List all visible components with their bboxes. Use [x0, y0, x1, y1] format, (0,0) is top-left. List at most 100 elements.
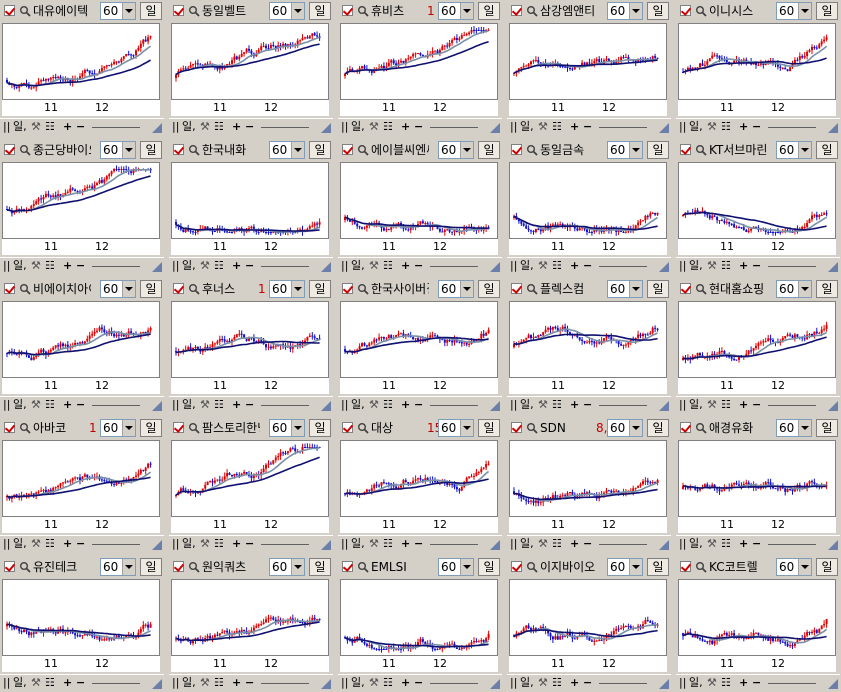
wrench-icon[interactable]: ⚒: [200, 120, 210, 133]
settings-icon[interactable]: ☷: [552, 398, 562, 411]
price-chart-area[interactable]: [340, 23, 498, 100]
zoom-in-button[interactable]: +: [739, 537, 749, 550]
daily-button[interactable]: 일: [309, 2, 331, 20]
daily-toggle[interactable]: 일,: [13, 537, 27, 550]
stock-name-field[interactable]: 대상: [371, 421, 394, 435]
price-chart-area[interactable]: [340, 162, 498, 239]
price-chart-area[interactable]: [2, 23, 160, 100]
period-select[interactable]: 60: [776, 558, 812, 576]
search-icon[interactable]: [19, 422, 31, 434]
chevron-down-icon[interactable]: [629, 142, 642, 158]
resize-grip-icon[interactable]: [152, 123, 162, 133]
wrench-icon[interactable]: ⚒: [707, 259, 717, 272]
chevron-down-icon[interactable]: [460, 559, 473, 575]
period-select[interactable]: 60: [100, 2, 136, 20]
chevron-down-icon[interactable]: [798, 281, 811, 297]
resize-grip-icon[interactable]: [659, 540, 669, 550]
zoom-out-button[interactable]: −: [414, 537, 424, 550]
zoom-in-button[interactable]: +: [63, 537, 73, 550]
stock-name-field[interactable]: 대유에이텍: [33, 4, 89, 18]
stock-name-field[interactable]: 이지바이오: [540, 560, 596, 574]
search-icon[interactable]: [526, 283, 538, 295]
period-select[interactable]: 60: [438, 419, 474, 437]
scroll-slider[interactable]: [599, 266, 647, 267]
scroll-slider[interactable]: [768, 683, 816, 684]
settings-icon[interactable]: ☷: [552, 259, 562, 272]
chevron-down-icon[interactable]: [291, 559, 304, 575]
wrench-icon[interactable]: ⚒: [369, 537, 379, 550]
scroll-slider[interactable]: [599, 405, 647, 406]
period-select[interactable]: 60: [607, 141, 643, 159]
chevron-down-icon[interactable]: [291, 3, 304, 19]
zoom-out-button[interactable]: −: [583, 120, 593, 133]
stock-name-field[interactable]: 이니시스: [709, 4, 754, 18]
zoom-in-button[interactable]: +: [401, 120, 411, 133]
search-icon[interactable]: [695, 561, 707, 573]
settings-icon[interactable]: ☷: [552, 537, 562, 550]
daily-button[interactable]: 일: [309, 419, 331, 437]
stock-name-field[interactable]: 현대홈쇼핑: [709, 282, 765, 296]
settings-icon[interactable]: ☷: [45, 120, 55, 133]
zoom-in-button[interactable]: +: [232, 398, 242, 411]
resize-grip-icon[interactable]: [659, 401, 669, 411]
daily-button[interactable]: 일: [816, 280, 838, 298]
panel-checkbox[interactable]: [173, 283, 184, 294]
panel-checkbox[interactable]: [511, 283, 522, 294]
scroll-slider[interactable]: [768, 127, 816, 128]
price-chart-area[interactable]: [2, 301, 160, 378]
zoom-out-button[interactable]: −: [752, 120, 762, 133]
chevron-down-icon[interactable]: [291, 142, 304, 158]
scroll-slider[interactable]: [430, 544, 478, 545]
period-select[interactable]: 60: [607, 2, 643, 20]
resize-grip-icon[interactable]: [152, 262, 162, 272]
period-select[interactable]: 60: [100, 558, 136, 576]
daily-toggle[interactable]: 일,: [689, 120, 703, 133]
chevron-down-icon[interactable]: [460, 3, 473, 19]
scroll-slider[interactable]: [599, 127, 647, 128]
wrench-icon[interactable]: ⚒: [369, 259, 379, 272]
stock-name-field[interactable]: 동일벨트: [202, 4, 247, 18]
price-chart-area[interactable]: [509, 440, 667, 517]
period-select[interactable]: 60: [100, 280, 136, 298]
daily-button[interactable]: 일: [647, 280, 669, 298]
daily-button[interactable]: 일: [816, 419, 838, 437]
resize-grip-icon[interactable]: [490, 123, 500, 133]
settings-icon[interactable]: ☷: [214, 120, 224, 133]
daily-button[interactable]: 일: [647, 558, 669, 576]
price-chart-area[interactable]: [171, 301, 329, 378]
wrench-icon[interactable]: ⚒: [707, 398, 717, 411]
resize-grip-icon[interactable]: [490, 401, 500, 411]
resize-grip-icon[interactable]: [321, 401, 331, 411]
zoom-in-button[interactable]: +: [570, 537, 580, 550]
price-chart-area[interactable]: [340, 440, 498, 517]
zoom-in-button[interactable]: +: [232, 537, 242, 550]
zoom-in-button[interactable]: +: [63, 120, 73, 133]
resize-grip-icon[interactable]: [828, 123, 838, 133]
stock-name-field[interactable]: 휴비츠: [371, 4, 405, 18]
search-icon[interactable]: [526, 561, 538, 573]
stock-name-field[interactable]: 한국내화: [202, 143, 247, 157]
panel-checkbox[interactable]: [342, 5, 353, 16]
daily-toggle[interactable]: 일,: [351, 676, 365, 689]
zoom-out-button[interactable]: −: [414, 398, 424, 411]
daily-button[interactable]: 일: [309, 280, 331, 298]
zoom-in-button[interactable]: +: [570, 676, 580, 689]
search-icon[interactable]: [695, 283, 707, 295]
daily-toggle[interactable]: 일,: [351, 398, 365, 411]
settings-icon[interactable]: ☷: [383, 398, 393, 411]
resize-grip-icon[interactable]: [828, 262, 838, 272]
zoom-in-button[interactable]: +: [739, 259, 749, 272]
period-select[interactable]: 60: [776, 141, 812, 159]
daily-button[interactable]: 일: [478, 280, 500, 298]
settings-icon[interactable]: ☷: [721, 676, 731, 689]
settings-icon[interactable]: ☷: [721, 398, 731, 411]
price-chart-area[interactable]: [2, 162, 160, 239]
zoom-out-button[interactable]: −: [583, 676, 593, 689]
search-icon[interactable]: [188, 422, 200, 434]
chevron-down-icon[interactable]: [460, 142, 473, 158]
price-chart-area[interactable]: [678, 440, 836, 517]
resize-grip-icon[interactable]: [828, 679, 838, 689]
daily-button[interactable]: 일: [647, 2, 669, 20]
search-icon[interactable]: [357, 283, 369, 295]
panel-checkbox[interactable]: [342, 561, 353, 572]
